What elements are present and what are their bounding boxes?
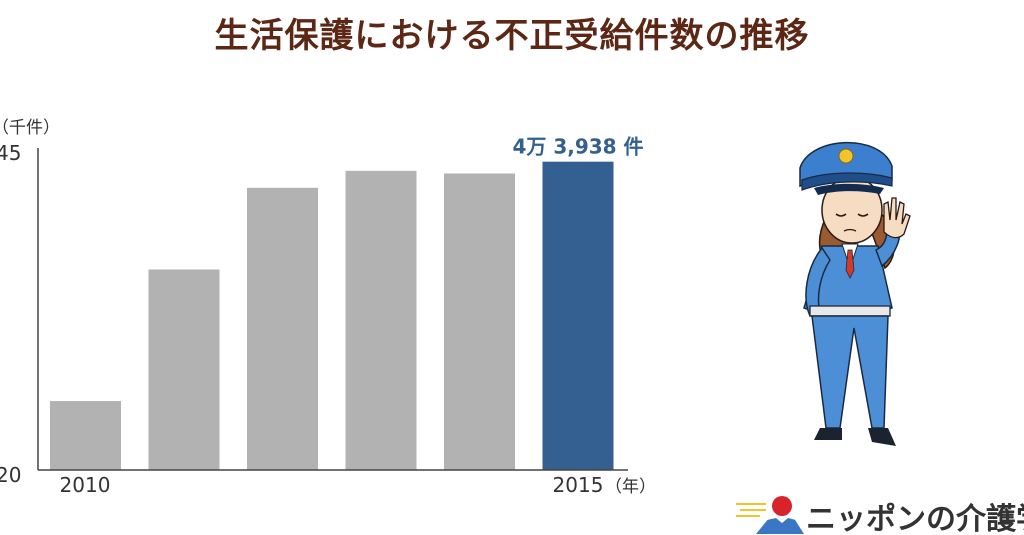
y-tick-min: 20	[0, 463, 21, 487]
chart-title: 生活保護における不正受給件数の推移	[214, 16, 810, 56]
bar-2010	[50, 401, 121, 470]
x-axis-unit: （年）	[605, 477, 656, 497]
police-officer-illustration	[799, 141, 911, 446]
bar-2011	[148, 269, 220, 470]
mount-fuji-sun-icon	[736, 496, 804, 534]
bar-2015	[542, 161, 614, 470]
bar-chart: （千件） 45 20 2010 2015 （年） 4万 3,938 件	[0, 118, 656, 497]
y-axis-unit: （千件）	[0, 118, 60, 138]
x-tick-first: 2010	[60, 473, 111, 497]
badge-icon	[838, 148, 854, 164]
logo-text: ニッポンの介護学	[806, 502, 1024, 535]
y-tick-max: 45	[0, 141, 21, 165]
x-tick-last: 2015	[553, 473, 604, 497]
site-logo: ニッポンの介護学	[736, 490, 1024, 535]
bar-2014	[444, 173, 515, 471]
bar-2013	[345, 170, 417, 470]
bar-2012	[247, 187, 318, 470]
highlight-value-label: 4万 3,938 件	[512, 135, 643, 159]
